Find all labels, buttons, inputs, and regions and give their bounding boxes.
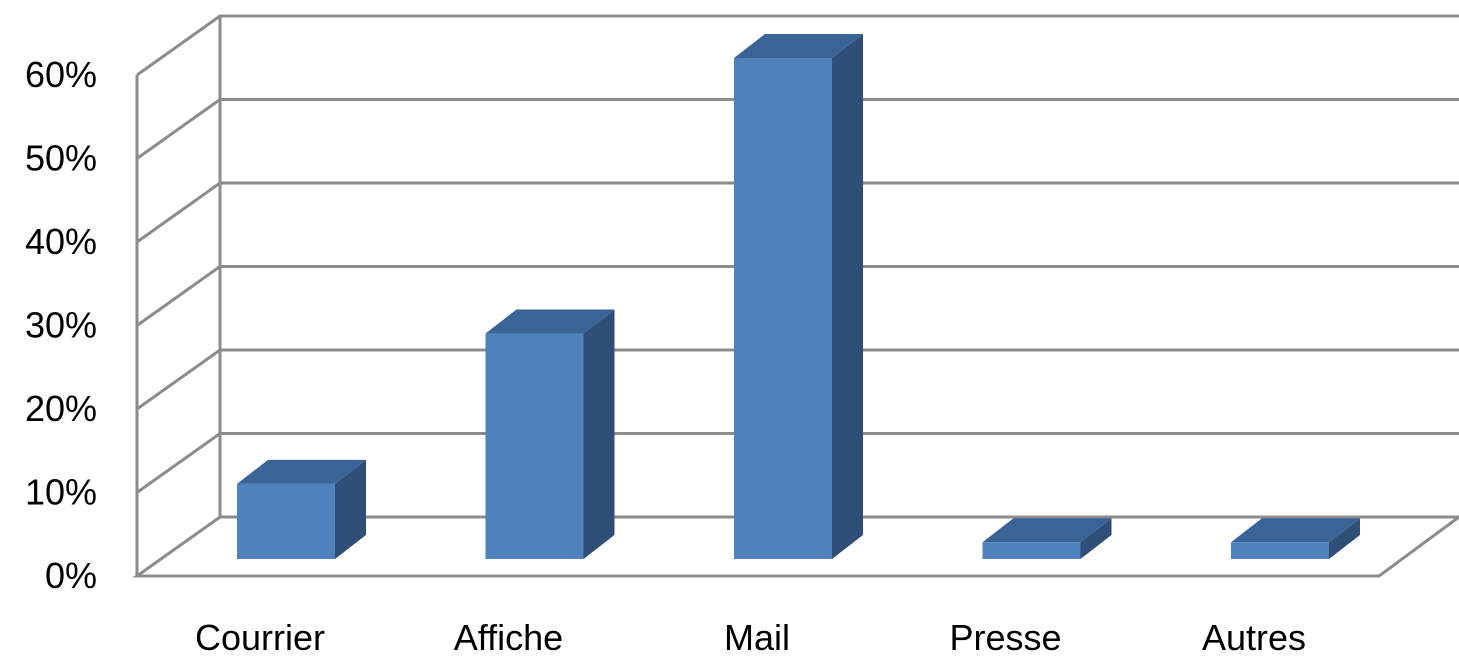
bar-layer [237, 34, 1360, 559]
x-category-label: Affiche [454, 617, 563, 657]
bar-top-face [734, 34, 863, 58]
bar-front-face [485, 333, 584, 559]
y-tick-label: 20% [25, 388, 97, 429]
y-tick-label: 10% [25, 472, 97, 513]
y-tick-label: 60% [25, 54, 97, 95]
y-tick-label: 50% [25, 138, 97, 179]
x-category-label: Autres [1202, 617, 1306, 657]
bar-top-face [237, 459, 366, 484]
bar-front-face [237, 483, 335, 559]
bar-top-face [1231, 518, 1360, 543]
y-axis-tick-labels: 0% 10% 20% 30% 40% 50% 60% [25, 54, 97, 596]
grid-layer [132, 14, 1459, 578]
bar-side-face [583, 309, 615, 559]
x-category-label: Presse [949, 617, 1061, 657]
y-tick-label: 40% [25, 221, 97, 262]
y-tick-label: 30% [25, 305, 97, 346]
x-axis-category-labels: Courrier Affiche Mail Presse Autres [195, 617, 1306, 657]
bar-side-face [1329, 518, 1360, 559]
x-category-label: Mail [724, 617, 790, 657]
bar-top-face [485, 309, 615, 334]
bar-front-face [982, 542, 1081, 559]
bar-presse [982, 518, 1112, 559]
bar-autres [1231, 518, 1360, 559]
bar-affiche [485, 309, 615, 559]
floor-gridline [132, 515, 1459, 578]
bar-mail [734, 34, 863, 559]
bar-side-face [832, 34, 863, 559]
y-tick-label: 0% [45, 555, 97, 596]
x-category-label: Courrier [195, 617, 325, 657]
bar-side-face [1080, 518, 1112, 559]
bar-front-face [1231, 542, 1329, 559]
bar-courrier [237, 459, 366, 559]
bar-top-face [982, 518, 1112, 543]
bar-side-face [335, 459, 366, 559]
bar-front-face [734, 58, 832, 559]
